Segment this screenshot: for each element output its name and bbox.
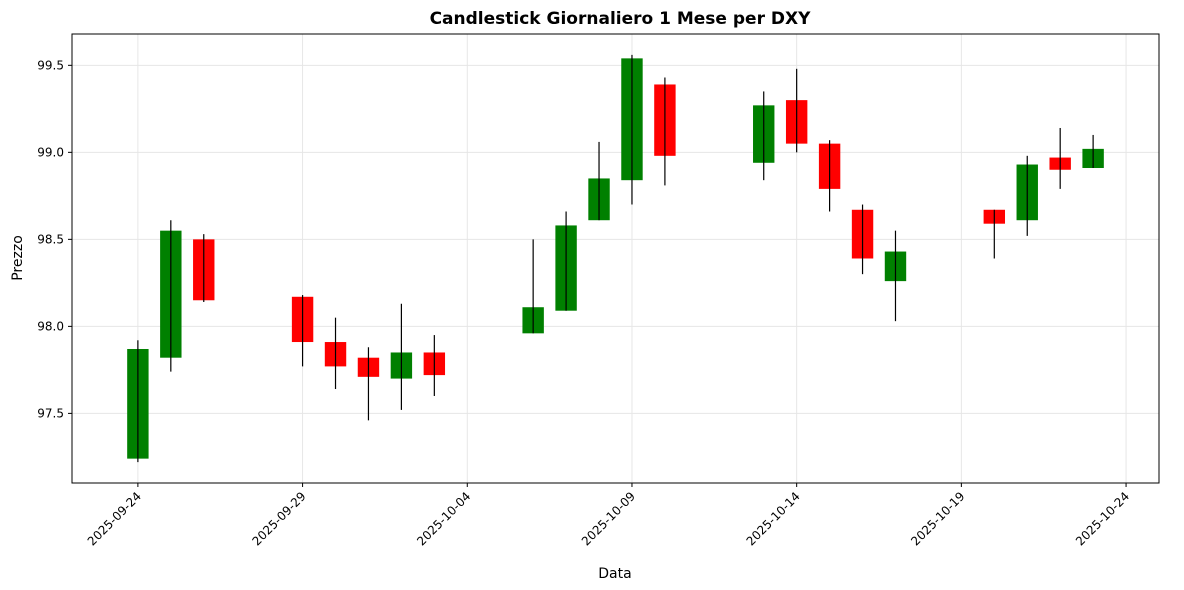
x-tick-label: 2025-10-19 [908,489,967,548]
x-tick-label: 2025-09-29 [249,489,308,548]
y-tick-label: 98.0 [37,319,64,333]
grid-lines [72,34,1159,483]
y-axis-label: Prezzo [10,235,26,281]
x-axis-label: Data [598,566,631,582]
x-axis-ticks: 2025-09-24 2025-09-29 2025-10-04 2025-10-09… [85,483,1132,548]
candles-group [127,54,1104,463]
y-axis-ticks: 97.5 98.0 98.5 99.0 99.5 [37,58,72,420]
chart-title: Candlestick Giornaliero 1 Mese per DXY [430,9,812,29]
y-tick-label: 97.5 [37,406,64,420]
y-tick-label: 98.5 [37,232,64,246]
y-tick-label: 99.0 [37,145,64,159]
y-tick-label: 99.5 [37,58,64,72]
plot-frame [71,33,1160,484]
x-tick-label: 2025-10-09 [579,489,638,548]
x-tick-label: 2025-10-04 [414,489,473,548]
x-tick-label: 2025-10-14 [744,489,803,548]
x-tick-label: 2025-10-24 [1073,489,1132,548]
x-tick-label: 2025-09-24 [85,489,144,548]
